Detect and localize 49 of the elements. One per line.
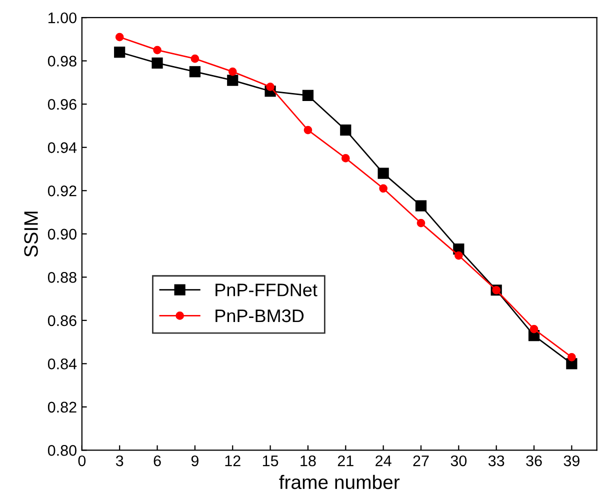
point — [568, 353, 576, 362]
point — [115, 32, 124, 42]
point — [266, 82, 274, 91]
point — [227, 74, 238, 86]
y-tick-label: 0.82 — [48, 402, 76, 413]
y-tick-label: 0.98 — [48, 56, 76, 67]
y-tick-label: 0.80 — [48, 445, 76, 456]
point — [340, 124, 352, 136]
x-tick-label: 12 — [225, 455, 240, 466]
y-axis-title: SSIM — [24, 212, 38, 257]
y-tick-label: 0.84 — [48, 358, 77, 370]
x-tick-label: 9 — [191, 455, 198, 466]
y-tick-label: 0.90 — [48, 228, 76, 240]
point — [341, 154, 350, 162]
point — [416, 218, 426, 228]
x-tick-label: 0 — [78, 455, 86, 466]
x-tick-label: 18 — [300, 455, 316, 466]
point — [304, 126, 312, 134]
y-tick-label: 1.00 — [48, 12, 76, 24]
point — [302, 90, 314, 102]
point — [415, 200, 427, 212]
y-tick-label: 0.96 — [48, 98, 76, 110]
x-tick-label: 33 — [488, 455, 504, 466]
legend-label: PnP-FFDNet — [216, 284, 318, 296]
point — [530, 324, 538, 334]
x-tick-label: 3 — [116, 455, 124, 466]
x-tick-label: 24 — [376, 455, 392, 466]
x-tick-label: 6 — [154, 455, 161, 466]
y-tick-label: 0.92 — [48, 186, 76, 196]
point — [228, 68, 237, 76]
x-tick-label: 21 — [338, 455, 354, 466]
x-tick-label: 30 — [450, 455, 467, 466]
point — [189, 66, 201, 78]
point — [454, 251, 463, 260]
point — [378, 168, 389, 179]
x-tick-label: 36 — [526, 455, 542, 466]
point — [190, 54, 200, 63]
point — [114, 46, 126, 58]
x-axis-title: frame number — [279, 474, 400, 490]
point — [153, 46, 162, 54]
point — [379, 184, 388, 193]
y-tick-label: 0.88 — [48, 272, 76, 283]
point — [152, 57, 163, 69]
x-tick-label: 27 — [413, 455, 429, 466]
legend-label: PnP-BM3D — [216, 309, 304, 322]
x-tick-label: 15 — [262, 456, 278, 466]
x-tick-label: 39 — [564, 455, 580, 466]
y-tick-label: 0.94 — [48, 142, 77, 154]
y-tick-label: 0.86 — [48, 315, 76, 326]
